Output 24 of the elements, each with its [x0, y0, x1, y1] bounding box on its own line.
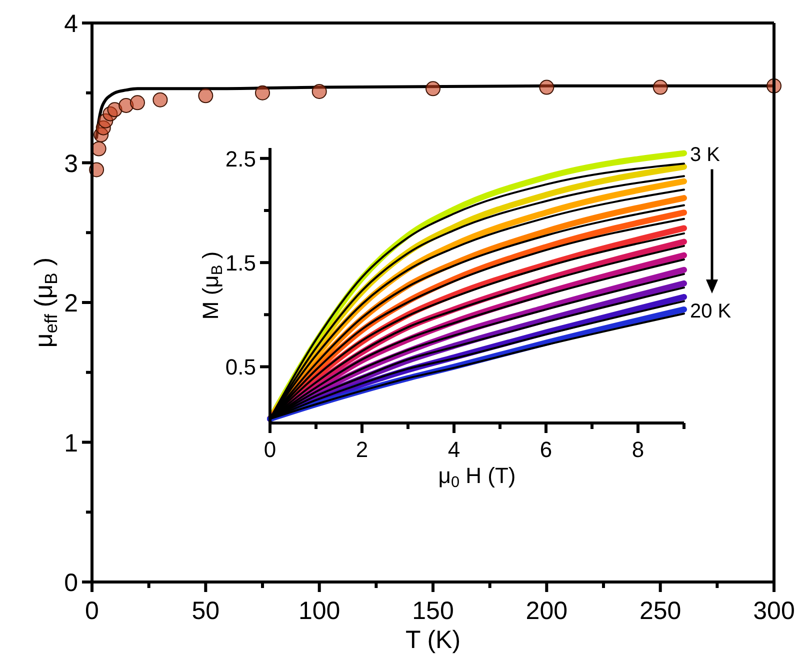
- x-tick-label: 4: [448, 437, 460, 462]
- y-tick-label: 1.5: [225, 250, 256, 276]
- y-tick-label: 1: [64, 429, 78, 458]
- annotation: 3 K: [690, 144, 721, 166]
- x-tick-label: 0: [85, 597, 99, 625]
- y-tick-label: 0: [64, 569, 78, 597]
- x-tick-label: 50: [192, 597, 220, 625]
- x-tick-label: 8: [632, 437, 644, 462]
- x-tick-label: 2: [356, 437, 368, 462]
- y-tick-label: 4: [64, 10, 78, 38]
- x-tick-label: 100: [298, 597, 340, 625]
- y-tick-label: 2.5: [225, 146, 256, 172]
- x-tick-label: 150: [412, 597, 454, 625]
- x-tick-label: 0: [264, 437, 276, 462]
- y-tick-label: 3: [64, 150, 78, 178]
- x-tick-label: 300: [753, 597, 795, 625]
- x-tick-label: 250: [639, 597, 682, 625]
- annotation: 20 K: [690, 300, 732, 322]
- y-tick-label: 0.5: [225, 354, 256, 380]
- x-axis-title: μ$_{0}$H (T): [438, 463, 516, 491]
- x-axis-title: T (K): [405, 626, 461, 654]
- x-tick-label: 200: [526, 597, 568, 625]
- y-tick-label: 2: [64, 290, 78, 318]
- x-tick-label: 6: [540, 437, 552, 462]
